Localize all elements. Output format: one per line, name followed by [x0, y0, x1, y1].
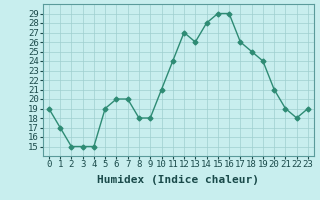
- X-axis label: Humidex (Indice chaleur): Humidex (Indice chaleur): [97, 175, 260, 185]
